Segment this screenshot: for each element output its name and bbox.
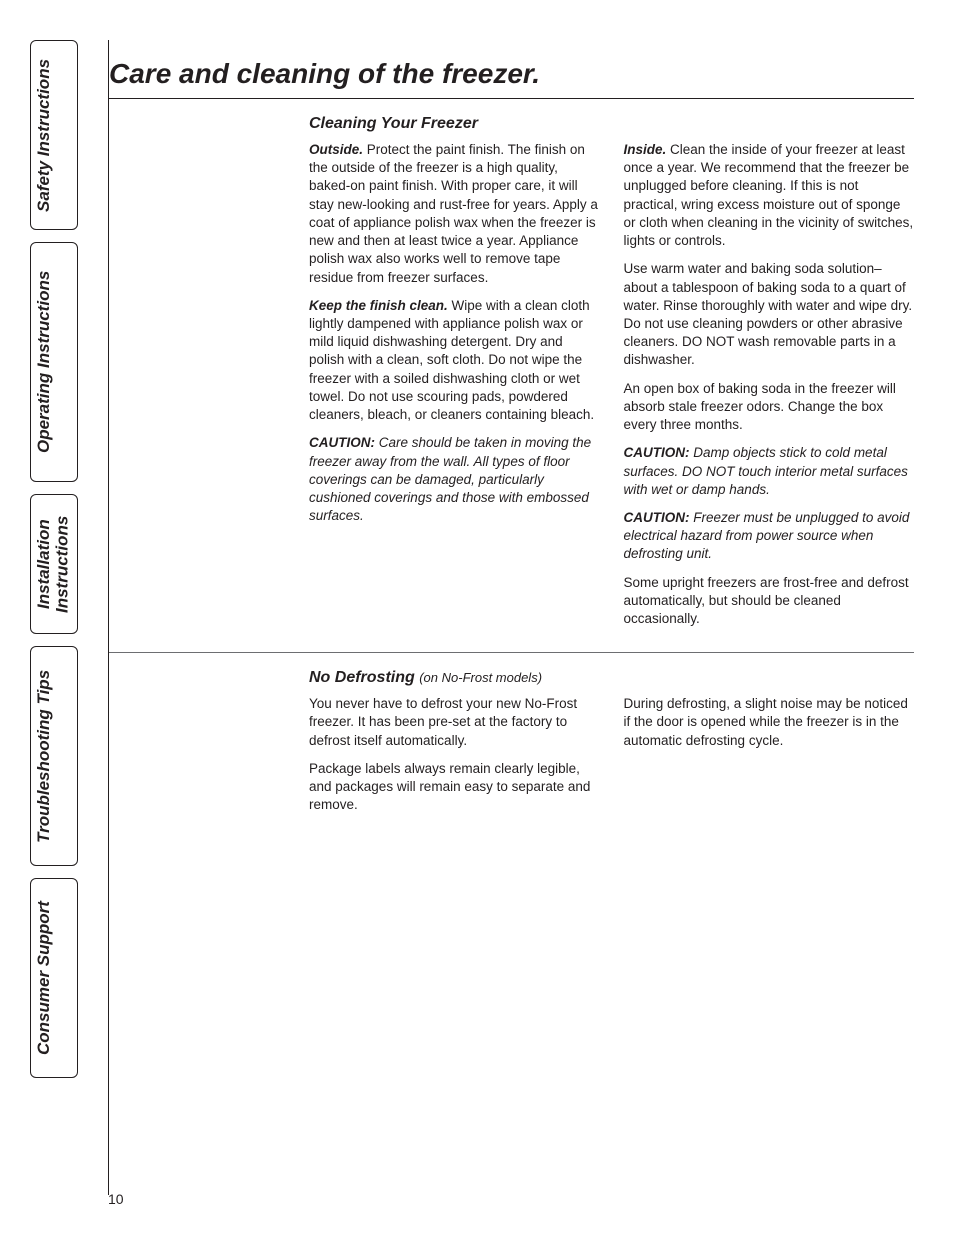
sections-container: Cleaning Your Freezer Outside. Protect th… xyxy=(109,99,914,839)
paragraph: During defrosting, a slight noise may be… xyxy=(624,695,915,750)
columns: Outside. Protect the paint finish. The f… xyxy=(309,141,914,638)
paragraph: You never have to defrost your new No-Fr… xyxy=(309,695,600,750)
paragraph: An open box of baking soda in the freeze… xyxy=(624,380,915,435)
lead-phrase: Outside. xyxy=(309,142,363,157)
lead-phrase: Keep the finish clean. xyxy=(309,298,448,313)
page-title: Care and cleaning of the freezer. xyxy=(109,40,914,99)
body-text: Package labels always remain clearly leg… xyxy=(309,761,590,812)
body-text: An open box of baking soda in the freeze… xyxy=(624,381,896,432)
column-right: Inside. Clean the inside of your freezer… xyxy=(624,141,915,638)
side-tab[interactable]: Installation Instructions xyxy=(30,494,78,634)
side-tabs: Safety Instructions Operating Instruction… xyxy=(30,40,78,1078)
body-text: Wipe with a clean cloth lightly dampened… xyxy=(309,298,594,422)
body-text: You never have to defrost your new No-Fr… xyxy=(309,696,577,747)
paragraph: CAUTION: Care should be taken in moving … xyxy=(309,434,600,525)
paragraph: Outside. Protect the paint finish. The f… xyxy=(309,141,600,287)
paragraph: CAUTION: Freezer must be unplugged to av… xyxy=(624,509,915,564)
body-text: Some upright freezers are frost-free and… xyxy=(624,575,909,626)
paragraph: Some upright freezers are frost-free and… xyxy=(624,574,915,629)
content-area: Care and cleaning of the freezer. Cleani… xyxy=(108,40,914,1195)
lead-phrase: Inside. xyxy=(624,142,667,157)
manual-page: Safety Instructions Operating Instruction… xyxy=(0,0,954,1235)
columns: You never have to defrost your new No-Fr… xyxy=(309,695,914,824)
column-right: During defrosting, a slight noise may be… xyxy=(624,695,915,824)
section: Cleaning Your Freezer Outside. Protect th… xyxy=(109,99,914,653)
body-text: Protect the paint finish. The finish on … xyxy=(309,142,598,285)
paragraph: Keep the finish clean. Wipe with a clean… xyxy=(309,297,600,425)
paragraph: Use warm water and baking soda solution–… xyxy=(624,260,915,369)
side-tab[interactable]: Consumer Support xyxy=(30,878,78,1078)
page-number: 10 xyxy=(108,1191,124,1207)
body-text: During defrosting, a slight noise may be… xyxy=(624,696,908,747)
side-tab[interactable]: Troubleshooting Tips xyxy=(30,646,78,866)
lead-phrase: CAUTION: xyxy=(309,435,375,450)
column-left: You never have to defrost your new No-Fr… xyxy=(309,695,600,824)
side-tab[interactable]: Operating Instructions xyxy=(30,242,78,482)
lead-phrase: CAUTION: xyxy=(624,510,690,525)
section-title: No Defrosting (on No-Frost models) xyxy=(309,669,914,687)
body-text: Use warm water and baking soda solution–… xyxy=(624,261,913,367)
paragraph: CAUTION: Damp objects stick to cold meta… xyxy=(624,444,915,499)
paragraph: Package labels always remain clearly leg… xyxy=(309,760,600,815)
section: No Defrosting (on No-Frost models) You ne… xyxy=(109,653,914,838)
body-text: Clean the inside of your freezer at leas… xyxy=(624,142,914,248)
section-title: Cleaning Your Freezer xyxy=(309,115,914,133)
column-left: Outside. Protect the paint finish. The f… xyxy=(309,141,600,638)
side-tab[interactable]: Safety Instructions xyxy=(30,40,78,230)
paragraph: Inside. Clean the inside of your freezer… xyxy=(624,141,915,250)
lead-phrase: CAUTION: xyxy=(624,445,690,460)
